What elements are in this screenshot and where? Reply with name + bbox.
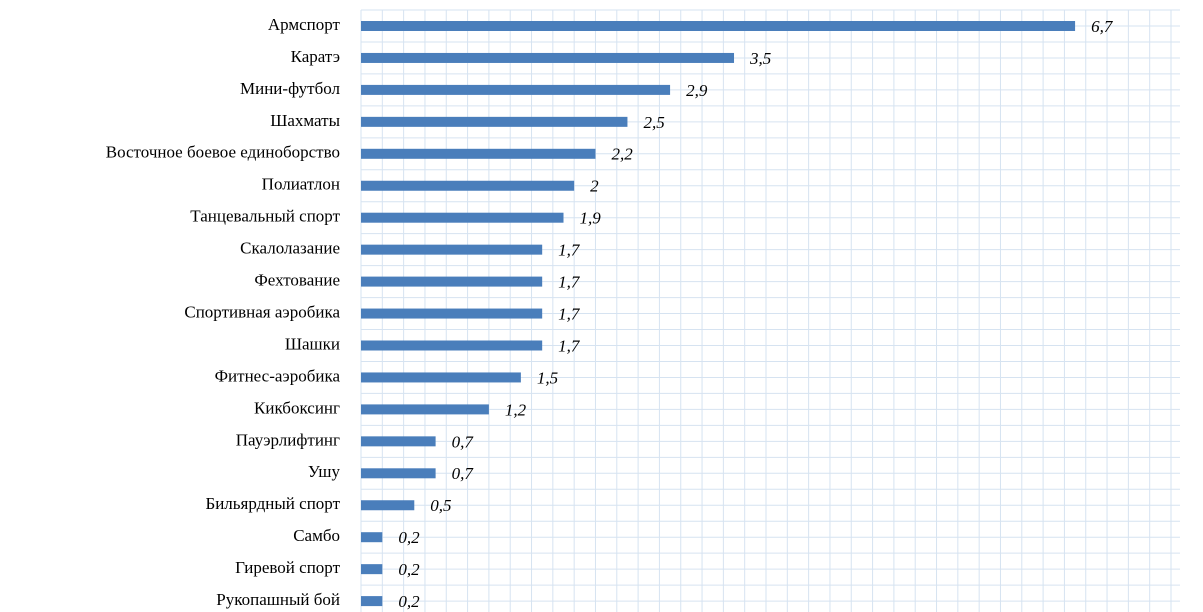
category-label: Мини-футбол: [240, 79, 341, 98]
value-label: 2,2: [611, 145, 633, 164]
bar: [361, 308, 543, 319]
value-label: 1,9: [580, 209, 602, 228]
bar: [361, 564, 383, 575]
value-label: 2: [590, 177, 599, 196]
category-label: Скалолазание: [240, 239, 340, 258]
category-label: Ушу: [308, 462, 341, 481]
value-label: 2,5: [643, 113, 664, 132]
category-label: Кикбоксинг: [254, 398, 340, 417]
category-label: Гиревой спорт: [235, 558, 341, 577]
bar: [361, 532, 383, 543]
value-label: 1,5: [537, 368, 558, 387]
value-label: 1,7: [558, 304, 581, 323]
bar: [361, 244, 543, 255]
category-label: Самбо: [293, 526, 340, 545]
value-label: 0,5: [430, 496, 451, 515]
bar: [361, 500, 415, 511]
category-label: Армспорт: [268, 15, 341, 34]
category-label: Полиатлон: [262, 175, 340, 194]
bar: [361, 404, 489, 415]
value-label: 1,7: [558, 273, 581, 292]
value-label: 0,7: [452, 432, 475, 451]
category-label: Каратэ: [291, 47, 340, 66]
category-label: Танцевальный спорт: [190, 207, 340, 226]
bar: [361, 276, 543, 287]
value-label: 0,7: [452, 464, 475, 483]
category-label: Спортивная аэробика: [184, 302, 340, 321]
value-label: 3,5: [749, 49, 771, 68]
bar: [361, 212, 564, 223]
value-label: 1,2: [505, 400, 527, 419]
bar: [361, 340, 543, 351]
category-label: Пауэрлифтинг: [236, 430, 340, 449]
category-label: Фитнес-аэробика: [215, 366, 341, 385]
value-label: 0,2: [398, 528, 420, 547]
bar: [361, 596, 383, 607]
bar: [361, 180, 575, 191]
bar: [361, 21, 1076, 31]
category-label: Рукопашный бой: [216, 590, 340, 609]
category-label: Шахматы: [270, 111, 340, 130]
value-label: 1,7: [558, 336, 581, 355]
bar: [361, 148, 596, 159]
bar: [361, 468, 436, 479]
category-label: Бильярдный спорт: [205, 494, 340, 513]
category-label: Фехтование: [254, 271, 340, 290]
bar: [361, 116, 628, 127]
value-label: 2,9: [686, 81, 708, 100]
value-label: 6,7: [1091, 17, 1114, 36]
category-label: Шашки: [285, 334, 340, 353]
bar: [361, 52, 735, 63]
value-label: 1,7: [558, 241, 581, 260]
value-label: 0,2: [398, 560, 420, 579]
bar: [361, 372, 521, 383]
value-label: 0,2: [398, 592, 420, 611]
bar: [361, 436, 436, 447]
bar: [361, 84, 671, 95]
category-label: Восточное боевое единоборство: [106, 143, 340, 162]
